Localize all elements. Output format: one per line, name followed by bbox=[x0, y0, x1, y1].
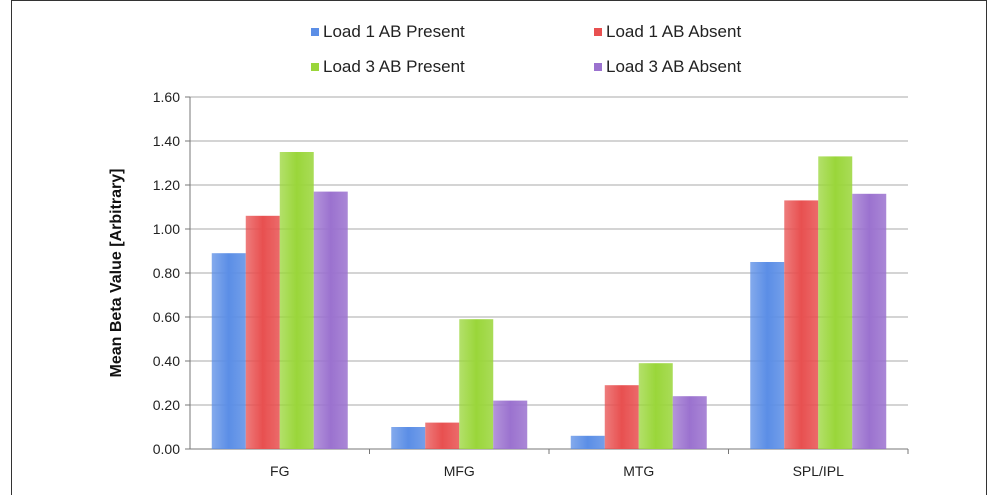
x-tick-label: FG bbox=[270, 463, 289, 479]
y-tick-label: 1.20 bbox=[153, 177, 180, 193]
y-tick-label: 1.60 bbox=[153, 89, 180, 105]
x-tick-label: MFG bbox=[444, 463, 475, 479]
y-tick-label: 0.80 bbox=[153, 265, 180, 281]
bar bbox=[245, 215, 280, 449]
bar bbox=[604, 385, 639, 449]
legend-label: Load 1 AB Present bbox=[323, 22, 465, 41]
legend-label: Load 3 AB Present bbox=[323, 57, 465, 76]
y-axis-label: Mean Beta Value [Arbitrary] bbox=[108, 169, 125, 378]
legend-item-load1-absent: Load 1 AB Absent bbox=[594, 22, 741, 42]
bar bbox=[211, 253, 246, 449]
y-tick-label: 0.40 bbox=[153, 353, 180, 369]
bar bbox=[493, 400, 528, 449]
legend-swatch bbox=[594, 63, 602, 71]
legend-label: Load 3 AB Absent bbox=[606, 57, 742, 76]
bar bbox=[784, 200, 819, 449]
legend-item-load3-present: Load 3 AB Present bbox=[311, 57, 465, 77]
legend-item-load1-present: Load 1 AB Present bbox=[311, 22, 465, 42]
legend-swatch bbox=[311, 28, 319, 36]
bar bbox=[391, 427, 426, 449]
x-tick-label: MTG bbox=[623, 463, 654, 479]
y-tick-label: 1.40 bbox=[153, 133, 180, 149]
legend-swatch bbox=[311, 63, 319, 71]
bar bbox=[459, 319, 494, 449]
y-tick-label: 0.60 bbox=[153, 309, 180, 325]
chart-frame bbox=[11, 0, 987, 495]
bar bbox=[279, 152, 314, 449]
legend-label: Load 1 AB Absent bbox=[606, 22, 742, 41]
y-tick-label: 0.20 bbox=[153, 397, 180, 413]
bar bbox=[425, 422, 460, 449]
bar bbox=[852, 193, 887, 449]
y-tick-label: 1.00 bbox=[153, 221, 180, 237]
bar bbox=[750, 262, 785, 449]
legend-swatch bbox=[594, 28, 602, 36]
bar bbox=[570, 435, 605, 449]
legend-item-load3-absent: Load 3 AB Absent bbox=[594, 57, 741, 77]
bar bbox=[313, 191, 348, 449]
bar bbox=[638, 363, 673, 449]
bar bbox=[818, 156, 853, 449]
y-tick-label: 0.00 bbox=[153, 441, 180, 457]
bar bbox=[672, 396, 707, 449]
x-tick-label: SPL/IPL bbox=[793, 463, 845, 479]
